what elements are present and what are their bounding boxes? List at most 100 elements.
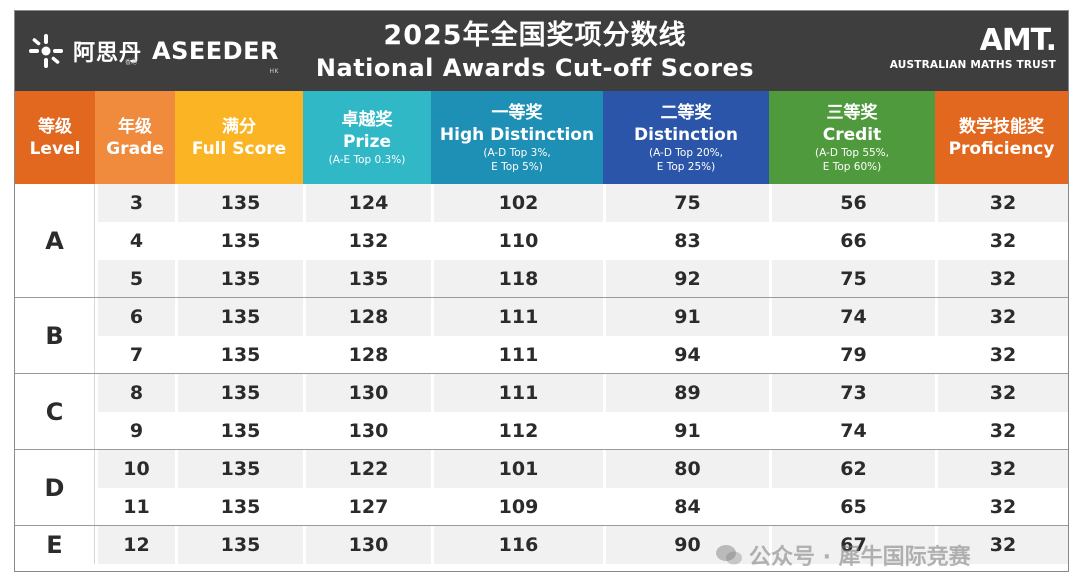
- column-header-note: (A-D Top 55%,: [815, 146, 889, 159]
- column-header-en: Grade: [106, 138, 164, 159]
- cell-prof: 32: [935, 298, 1068, 336]
- cell-d: 75: [603, 184, 769, 222]
- cell-grade: 3: [95, 184, 175, 222]
- cell-full: 135: [175, 488, 303, 526]
- table-row: 11 135 127 109 84 65 32: [15, 488, 1068, 526]
- cell-prize: 124: [303, 184, 431, 222]
- column-header-note: E Top 5%): [491, 160, 543, 173]
- cell-prize: 130: [303, 374, 431, 412]
- cell-credit: 66: [769, 222, 935, 260]
- cell-prof: 32: [935, 374, 1068, 412]
- cell-grade: 7: [95, 336, 175, 374]
- cell-prof: 32: [935, 526, 1068, 564]
- cell-full: 135: [175, 260, 303, 298]
- cell-d: 92: [603, 260, 769, 298]
- wechat-icon: [716, 545, 742, 565]
- cell-full: 135: [175, 412, 303, 450]
- column-header-note: E Top 25%): [656, 160, 716, 173]
- column-header-2: 满分 Full Score: [175, 91, 303, 184]
- column-header-note: E Top 60%): [822, 160, 882, 173]
- cell-d: 90: [603, 526, 769, 564]
- column-header-0: 等级 Level: [15, 91, 95, 184]
- cell-hd: 102: [431, 184, 603, 222]
- cell-prize: 130: [303, 412, 431, 450]
- cell-d: 84: [603, 488, 769, 526]
- cell-credit: 75: [769, 260, 935, 298]
- cell-grade: 10: [95, 450, 175, 488]
- cell-grade: 9: [95, 412, 175, 450]
- brand-sub-tag: 香港: [125, 59, 138, 66]
- cell-grade: 4: [95, 222, 175, 260]
- column-header-en: Proficiency: [948, 138, 1055, 159]
- brand-name-en: ASEEDER HK: [152, 37, 279, 75]
- cell-hd: 112: [431, 412, 603, 450]
- cell-prize: 128: [303, 298, 431, 336]
- cell-prize: 128: [303, 336, 431, 374]
- table-row: 5 135 135 118 92 75 32: [15, 260, 1068, 298]
- column-header-note: (A-D Top 3%,: [483, 146, 551, 159]
- amt-logo-mark: AMT.: [979, 23, 1057, 58]
- cell-credit: 62: [769, 450, 935, 488]
- column-header-5: 二等奖 Distinction (A-D Top 20%, E Top 25%): [603, 91, 769, 184]
- brand-name-en-text: ASEEDER: [152, 37, 279, 65]
- cell-d: 91: [603, 298, 769, 336]
- cell-d: 91: [603, 412, 769, 450]
- brand-hk-tag: HK: [269, 68, 279, 75]
- watermark-text: 公众号 · 犀牛国际竞赛: [749, 545, 971, 570]
- column-header-en: Credit: [822, 124, 882, 145]
- table-row: 9 135 130 112 91 74 32: [15, 412, 1068, 450]
- cell-prof: 32: [935, 260, 1068, 298]
- cell-grade: 5: [95, 260, 175, 298]
- cell-full: 135: [175, 374, 303, 412]
- cell-prize: 132: [303, 222, 431, 260]
- level-label: E: [15, 526, 95, 564]
- table-row: 3 135 124 102 75 56 32: [15, 184, 1068, 222]
- level-label: C: [15, 374, 95, 450]
- aseeder-logo: 阿思丹 ASEEDER HK: [27, 29, 279, 75]
- title-en: National Awards Cut-off Scores: [315, 54, 755, 82]
- column-header-en: Prize: [342, 131, 392, 152]
- column-header-note: (A-D Top 20%,: [649, 146, 723, 159]
- cell-full: 135: [175, 526, 303, 564]
- cell-prof: 32: [935, 222, 1068, 260]
- column-header-cn: 数学技能奖: [959, 116, 1044, 137]
- cell-prof: 32: [935, 450, 1068, 488]
- column-header-cn: 满分: [222, 116, 256, 137]
- cell-prize: 127: [303, 488, 431, 526]
- cell-full: 135: [175, 184, 303, 222]
- cell-credit: 56: [769, 184, 935, 222]
- cell-hd: 118: [431, 260, 603, 298]
- watermark: 公众号 · 犀牛国际竞赛: [715, 539, 971, 571]
- cell-hd: 110: [431, 222, 603, 260]
- column-header-cn: 等级: [38, 116, 72, 137]
- table-row: 10 135 122 101 80 62 32: [15, 450, 1068, 488]
- cell-prof: 32: [935, 412, 1068, 450]
- cell-credit: 65: [769, 488, 935, 526]
- column-header-cn: 三等奖: [826, 102, 878, 123]
- cell-prize: 130: [303, 526, 431, 564]
- cell-prof: 32: [935, 488, 1068, 526]
- cell-prize: 122: [303, 450, 431, 488]
- score-table-card: 阿思丹 ASEEDER HK 香港 2025年全国奖项分数线 National A…: [14, 10, 1069, 572]
- column-header-cn: 年级: [118, 116, 152, 137]
- cell-credit: 67: [769, 526, 935, 564]
- cell-hd: 109: [431, 488, 603, 526]
- page-title: 2025年全国奖项分数线 National Awards Cut-off Sco…: [295, 19, 775, 83]
- cell-prof: 32: [935, 184, 1068, 222]
- column-header-4: 一等奖 High Distinction (A-D Top 3%, E Top 5%): [431, 91, 603, 184]
- cell-prize: 135: [303, 260, 431, 298]
- cell-full: 135: [175, 298, 303, 336]
- level-label: B: [15, 298, 95, 374]
- column-header-en: Full Score: [191, 138, 287, 159]
- cell-d: 80: [603, 450, 769, 488]
- cell-credit: 73: [769, 374, 935, 412]
- cell-d: 89: [603, 374, 769, 412]
- column-header-en: High Distinction: [439, 124, 595, 145]
- column-header-cn: 卓越奖: [341, 109, 393, 130]
- column-header-en: Level: [29, 138, 81, 159]
- cell-hd: 111: [431, 374, 603, 412]
- table-row: 8 135 130 111 89 73 32: [15, 374, 1068, 412]
- column-header-cn: 二等奖: [660, 102, 712, 123]
- cell-hd: 111: [431, 336, 603, 374]
- cell-hd: 116: [431, 526, 603, 564]
